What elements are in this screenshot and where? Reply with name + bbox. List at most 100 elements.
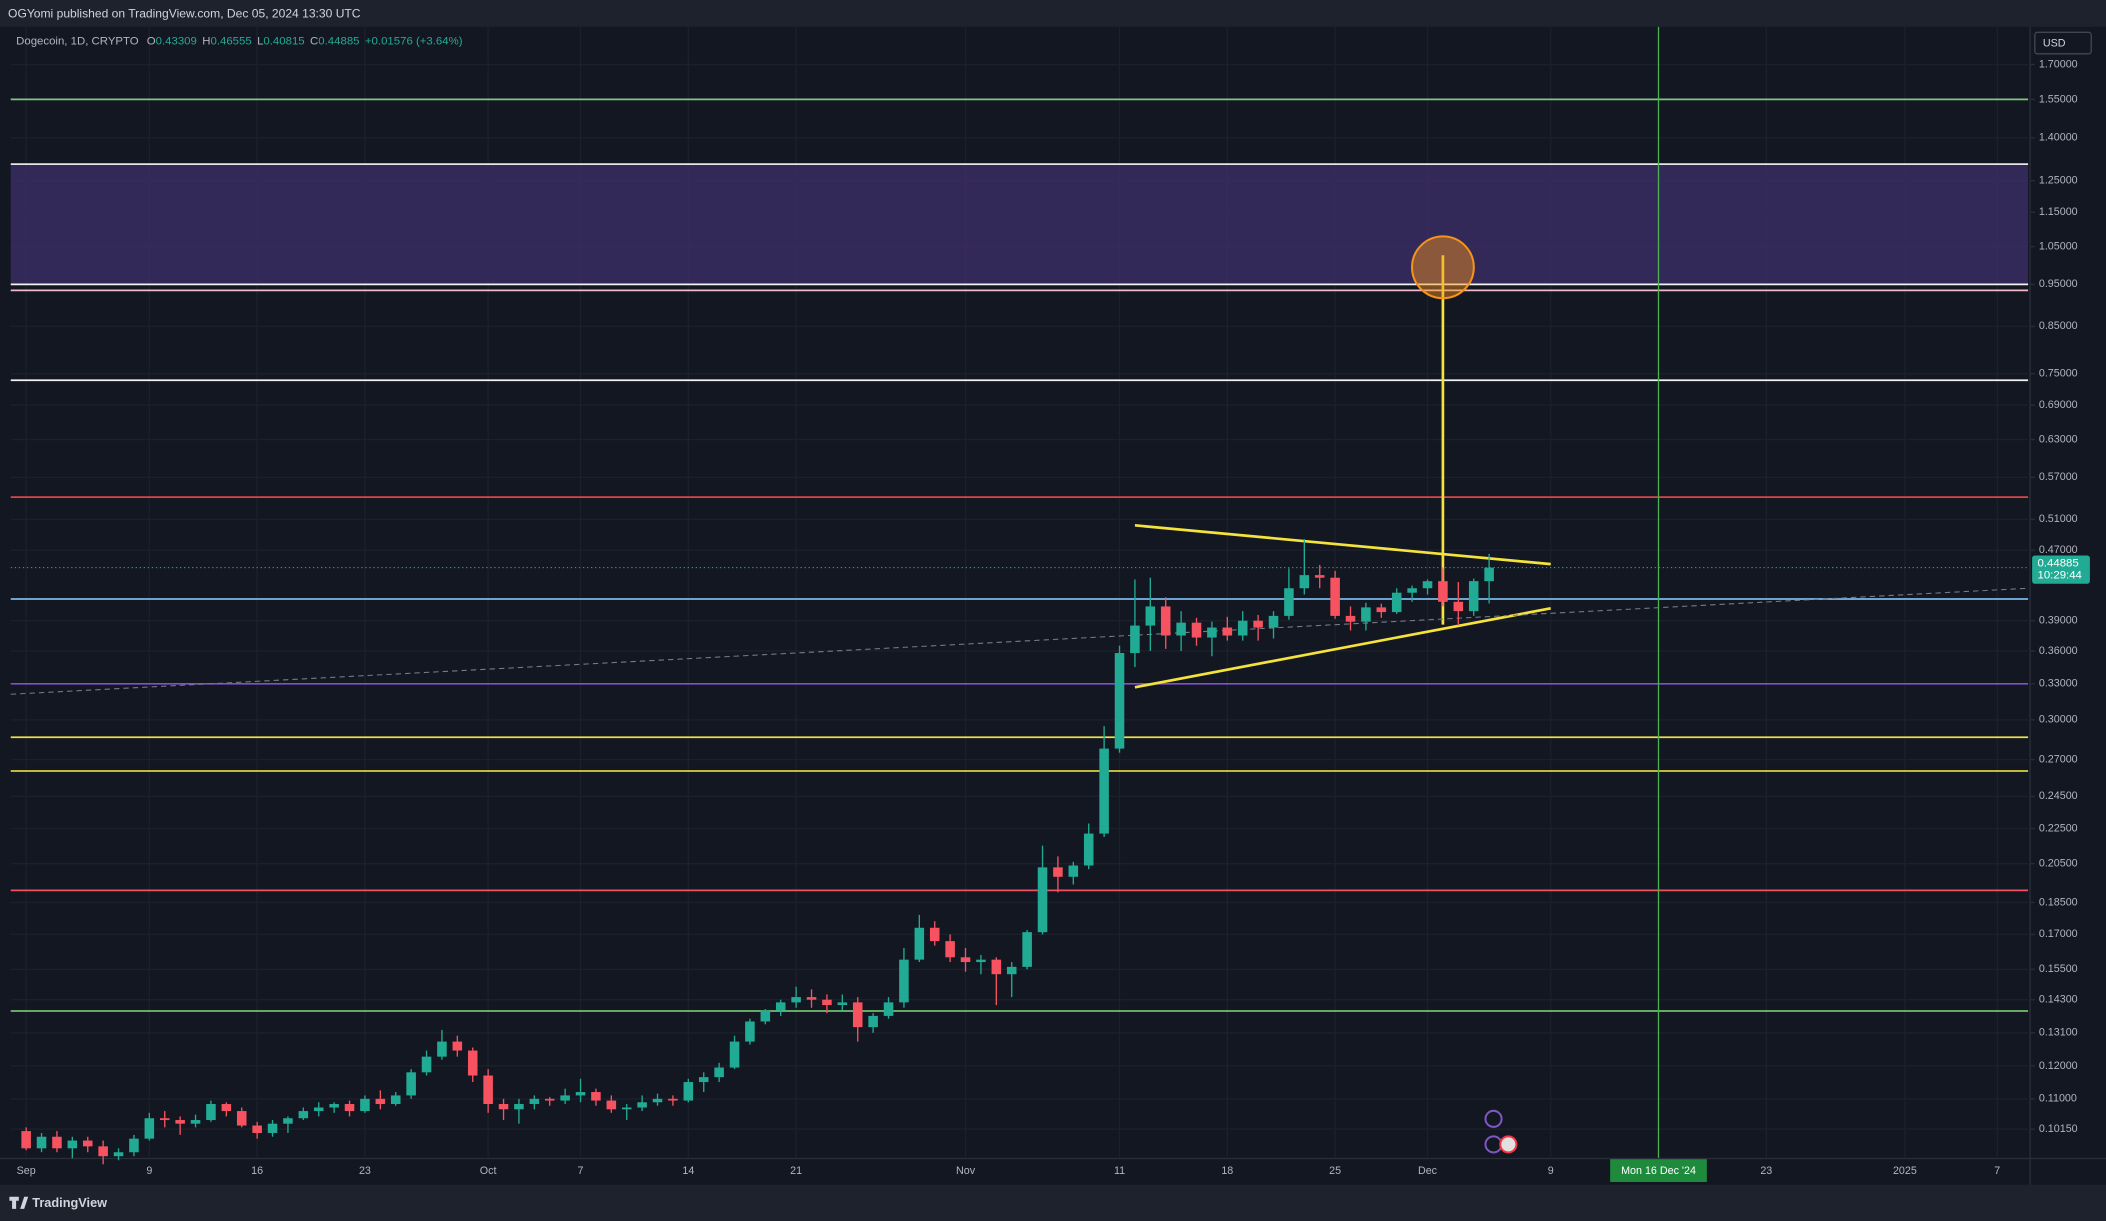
x-tick-label: 23	[359, 1165, 371, 1177]
candle-body	[1268, 615, 1279, 628]
candle-body	[775, 1002, 786, 1011]
currency-box	[2034, 31, 2092, 55]
y-tick-label: 0.95000	[2039, 278, 2078, 290]
candle-body	[514, 1104, 524, 1110]
candle-body	[1114, 653, 1125, 749]
candle-body	[1284, 588, 1294, 616]
candle-body	[1468, 581, 1479, 612]
legend: Dogecoin, 1D, CRYPTO O0.43309 H0.46555 L0.4…	[16, 36, 463, 48]
y-tick-label: 0.30000	[2039, 714, 2078, 726]
y-tick-label: 0.39000	[2039, 615, 2078, 627]
candle-body	[1438, 581, 1448, 602]
candle-body	[529, 1098, 540, 1105]
legend-key: H	[202, 36, 210, 48]
candle-body	[544, 1098, 555, 1101]
candle-body	[221, 1104, 232, 1112]
candle-body	[1253, 620, 1263, 628]
y-tick-label: 0.12000	[2039, 1060, 2078, 1072]
y-tick-label: 0.18500	[2039, 896, 2078, 908]
brand-name: TradingView	[32, 1195, 107, 1210]
candle-body	[621, 1107, 632, 1110]
y-tick-label: 0.22500	[2039, 822, 2078, 834]
y-tick-label: 0.85000	[2039, 320, 2078, 332]
price-label-box	[2032, 555, 2090, 584]
candle-body	[1145, 606, 1156, 626]
candle-body	[1222, 627, 1233, 636]
trendline	[1134, 606, 1551, 689]
candle-body	[498, 1104, 509, 1110]
y-tick-label: 0.69000	[2039, 399, 2078, 411]
crosshair-label-box	[1610, 1159, 1707, 1182]
x-tick-label: 23	[1760, 1165, 1772, 1177]
candle-body	[206, 1104, 216, 1121]
y-tick-label: 0.15500	[2039, 963, 2078, 975]
x-tick-label: 9	[146, 1165, 152, 1177]
candle-body	[1006, 966, 1017, 975]
candle-body	[190, 1120, 201, 1124]
candle-body	[1099, 748, 1109, 834]
candle-body	[560, 1095, 570, 1101]
y-tick-label: 1.40000	[2039, 132, 2078, 144]
y-tick-label: 0.24500	[2039, 790, 2078, 802]
trendline	[1134, 523, 1551, 566]
legend-change: +0.01576 (+3.64%)	[365, 36, 463, 48]
candle-body	[945, 941, 955, 958]
y-tick-label: 0.75000	[2039, 368, 2078, 380]
candle-body	[914, 927, 925, 960]
candle-body	[729, 1041, 740, 1068]
candle-body	[591, 1092, 601, 1101]
candle-body	[483, 1075, 493, 1105]
y-tick-label: 0.36000	[2039, 645, 2078, 657]
candle-body	[283, 1118, 293, 1124]
y-tick-label: 0.17000	[2039, 928, 2078, 940]
candle-body	[1037, 867, 1048, 933]
candle-body	[760, 1010, 771, 1022]
candle-body	[437, 1041, 447, 1057]
x-tick-label: 7	[1994, 1165, 2000, 1177]
legend-open: 0.43309	[156, 36, 197, 48]
candle-body	[1083, 833, 1094, 866]
candle-body	[1484, 567, 1494, 582]
candle-body	[837, 1002, 848, 1006]
candle-body	[668, 1098, 678, 1101]
brand-logo	[9, 1196, 29, 1209]
candle-body	[1207, 627, 1217, 638]
candle-body	[375, 1098, 386, 1105]
y-tick-label: 1.55000	[2039, 93, 2078, 105]
candle-body	[637, 1102, 647, 1108]
candle-body	[883, 1002, 894, 1016]
candle-body	[67, 1140, 78, 1149]
y-tick-label: 1.70000	[2039, 58, 2078, 70]
candle-body	[791, 997, 801, 1003]
candle-body	[360, 1098, 370, 1112]
legend-key: L	[257, 36, 263, 48]
candle-body	[421, 1056, 432, 1073]
candle-body	[806, 997, 817, 1000]
logo-mark	[9, 1196, 29, 1209]
candle-body	[683, 1082, 694, 1101]
header-bar	[0, 0, 2106, 27]
y-tick-label: 1.05000	[2039, 240, 2078, 252]
candle-body	[929, 927, 940, 942]
legend-key: C	[310, 36, 318, 48]
event-icons	[1484, 1109, 1518, 1154]
x-tick-label: 11	[1114, 1165, 1125, 1177]
candle-body	[852, 1002, 863, 1028]
candle-body	[976, 959, 986, 963]
x-tick-label: 21	[790, 1165, 802, 1177]
candle-body	[21, 1131, 31, 1149]
x-tick-label: 2025	[1893, 1165, 1917, 1177]
candle-body	[899, 959, 909, 1003]
legend-close: 0.44885	[318, 36, 359, 48]
candle-body	[390, 1095, 401, 1105]
countdown-label: 10:29:44	[2038, 570, 2083, 582]
flag-icon	[1499, 1135, 1518, 1154]
event-icon	[1484, 1109, 1503, 1128]
x-tick-label: 16	[251, 1165, 263, 1177]
candle-body	[575, 1092, 586, 1096]
candle-body	[1376, 607, 1387, 613]
candle-body	[1407, 588, 1417, 593]
candle-body	[745, 1021, 755, 1042]
